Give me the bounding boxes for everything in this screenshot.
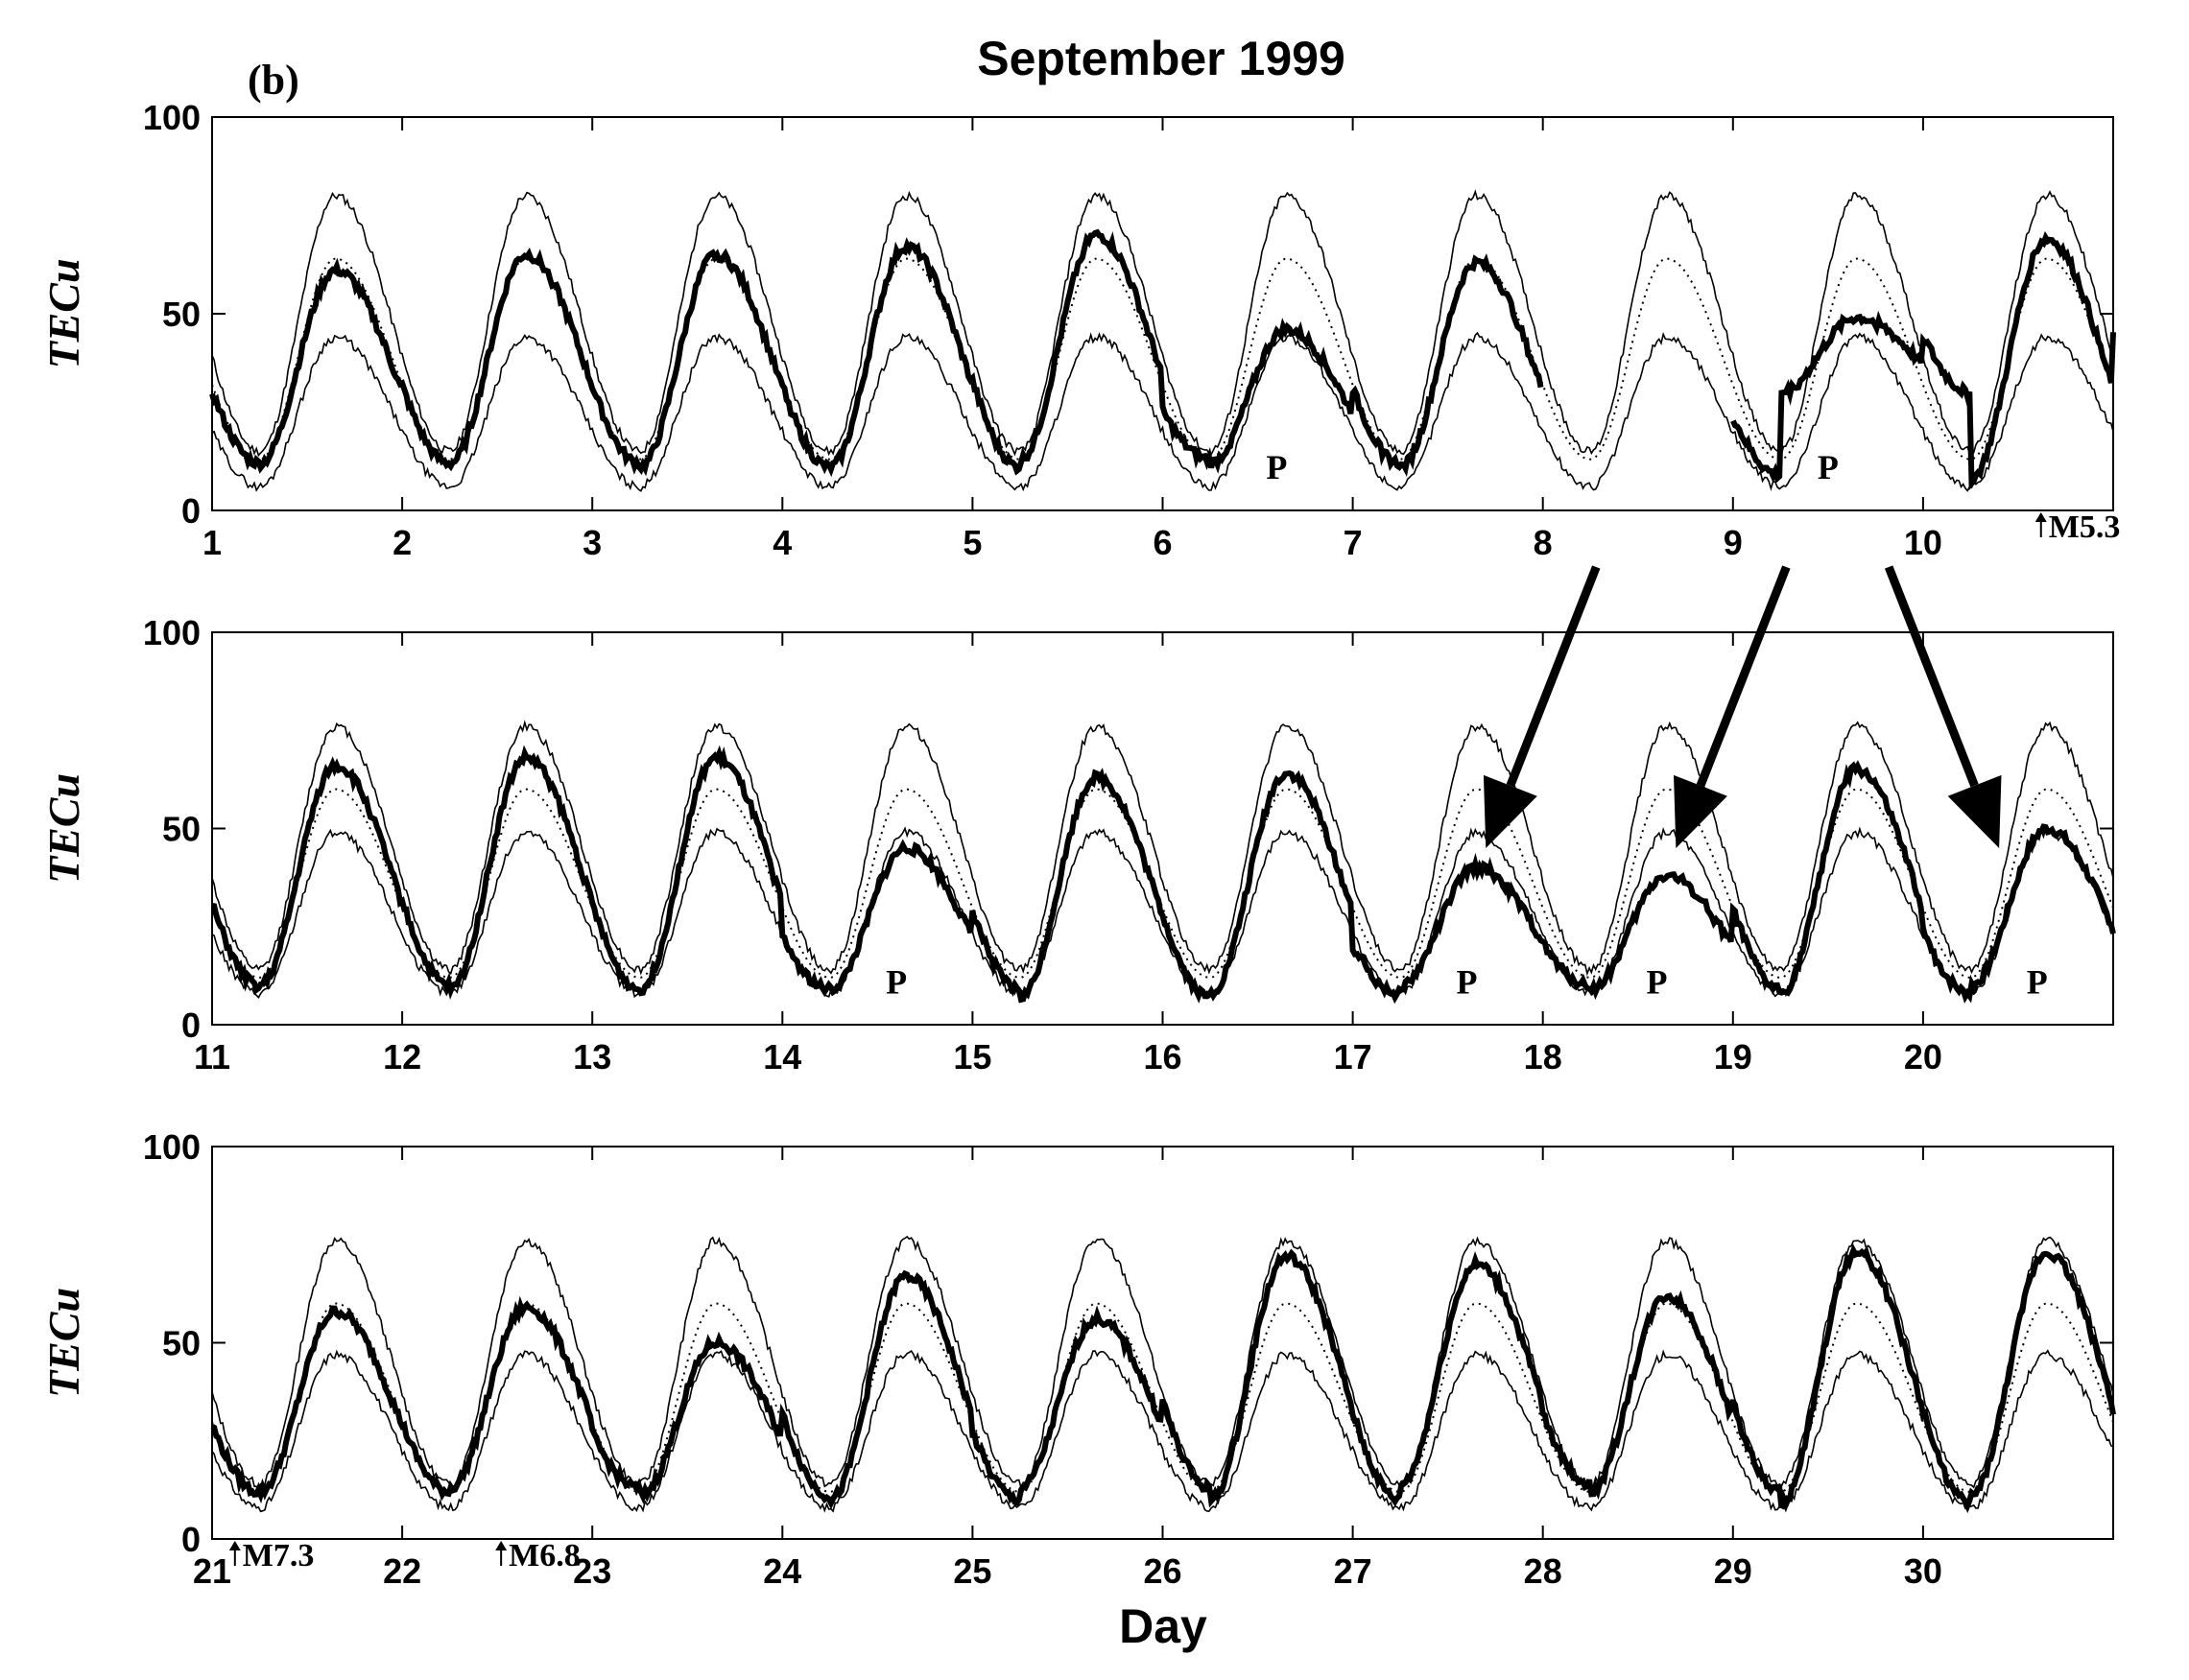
x-tick-label: 13: [573, 1037, 611, 1077]
anomaly-marker-p: P: [1647, 962, 1668, 1001]
y-tick-label: 0: [181, 491, 201, 531]
lower-bound-line: [211, 1349, 2114, 1513]
lower-bound-line: [211, 331, 2114, 492]
x-tick-label: 19: [1714, 1037, 1752, 1077]
anomaly-arrow-head: [1947, 774, 2002, 848]
x-tick-label: 25: [953, 1551, 991, 1591]
y-tick-label: 50: [162, 1324, 201, 1363]
anomaly-arrow-head: [1674, 774, 1727, 848]
anomaly-marker-p: P: [1818, 448, 1839, 486]
earthquake-arrow-head: [495, 1541, 508, 1550]
anomaly-arrow-shaft: [1506, 565, 1601, 788]
earthquake-arrow-head: [2034, 512, 2047, 522]
upper-bound-line: [211, 189, 2114, 458]
anomaly-arrow-shaft: [1884, 565, 1979, 788]
earthquake-arrow-head: [228, 1541, 241, 1550]
x-tick-label: 4: [773, 523, 792, 562]
lower-bound-line: [211, 826, 2114, 1000]
x-tick-label: 24: [763, 1551, 801, 1591]
x-tick-label: 17: [1334, 1037, 1372, 1077]
x-tick-label: 20: [1904, 1037, 1942, 1077]
y-tick-label: 50: [162, 810, 201, 849]
x-tick-label: 21: [193, 1551, 231, 1591]
anomaly-arrow-head: [1483, 774, 1537, 848]
x-tick-label: 3: [583, 523, 602, 562]
x-tick-label: 12: [383, 1037, 421, 1077]
y-axis-label: TECu: [39, 773, 88, 884]
anomaly-marker-p: P: [1456, 962, 1477, 1001]
panel-label: (b): [248, 57, 299, 104]
upper-bound-line: [211, 720, 2114, 977]
x-tick-label: 11: [194, 1037, 230, 1077]
x-tick-label: 9: [1724, 523, 1743, 562]
y-tick-label: 0: [181, 1006, 201, 1045]
x-tick-label: 27: [1334, 1551, 1372, 1591]
observed-tec-line: [210, 1243, 2116, 1514]
panel-days-1-10: TECu 0 50 100 1 2 3 4 5 6 7 8 9 10 P P M5.3: [39, 98, 2120, 562]
x-tick-label: 23: [573, 1551, 611, 1591]
earthquake-label: M5.3: [2049, 509, 2121, 545]
x-tick-label: 15: [953, 1037, 991, 1077]
anomaly-marker-p: P: [1266, 448, 1287, 486]
anomaly-marker-p: P: [2027, 962, 2048, 1001]
x-tick-label: 5: [963, 523, 982, 562]
y-tick-label: 100: [143, 1127, 201, 1167]
x-tick-label: 16: [1143, 1037, 1181, 1077]
x-axis-label: Day: [1119, 1599, 1207, 1653]
x-tick-label: 6: [1153, 523, 1172, 562]
y-tick-label: 100: [143, 613, 201, 652]
earthquake-label: M7.3: [243, 1538, 315, 1574]
x-tick-label: 7: [1344, 523, 1363, 562]
x-tick-label: 8: [1534, 523, 1553, 562]
y-tick-label: 50: [162, 295, 201, 334]
x-tick-label: 10: [1904, 523, 1942, 562]
y-tick-label: 0: [181, 1520, 201, 1559]
observed-tec-line: [209, 228, 1544, 478]
anomaly-arrow-shaft: [1696, 565, 1791, 788]
x-tick-label: 30: [1904, 1551, 1942, 1591]
x-tick-label: 22: [383, 1551, 421, 1591]
x-tick-label: 1: [202, 523, 222, 562]
chart-title: September 1999: [977, 32, 1345, 85]
x-tick-label: 2: [393, 523, 412, 562]
panel-days-11-20: TECu 0 50 100 11 12 13 14 15 16 17 18 19 20 P P P P: [39, 565, 2116, 1077]
panel-days-21-30: TECu 0 50 100 21 22 23 24 25 26 27 28 29 30 M7.3 M6.8: [39, 1127, 2116, 1591]
x-tick-label: 26: [1143, 1551, 1181, 1591]
observed-tec-line: [211, 745, 2116, 1005]
x-tick-label: 18: [1524, 1037, 1562, 1077]
y-tick-label: 100: [143, 98, 201, 137]
x-tick-label: 29: [1714, 1551, 1752, 1591]
x-tick-label: 28: [1524, 1551, 1562, 1591]
anomaly-marker-p: P: [886, 962, 907, 1001]
earthquake-label: M6.8: [509, 1538, 581, 1574]
observed-tec-line: [1730, 230, 2116, 491]
upper-bound-line: [211, 1235, 2114, 1491]
x-tick-label: 14: [763, 1037, 801, 1077]
y-axis-label: TECu: [39, 258, 88, 368]
y-axis-label: TECu: [39, 1288, 88, 1398]
